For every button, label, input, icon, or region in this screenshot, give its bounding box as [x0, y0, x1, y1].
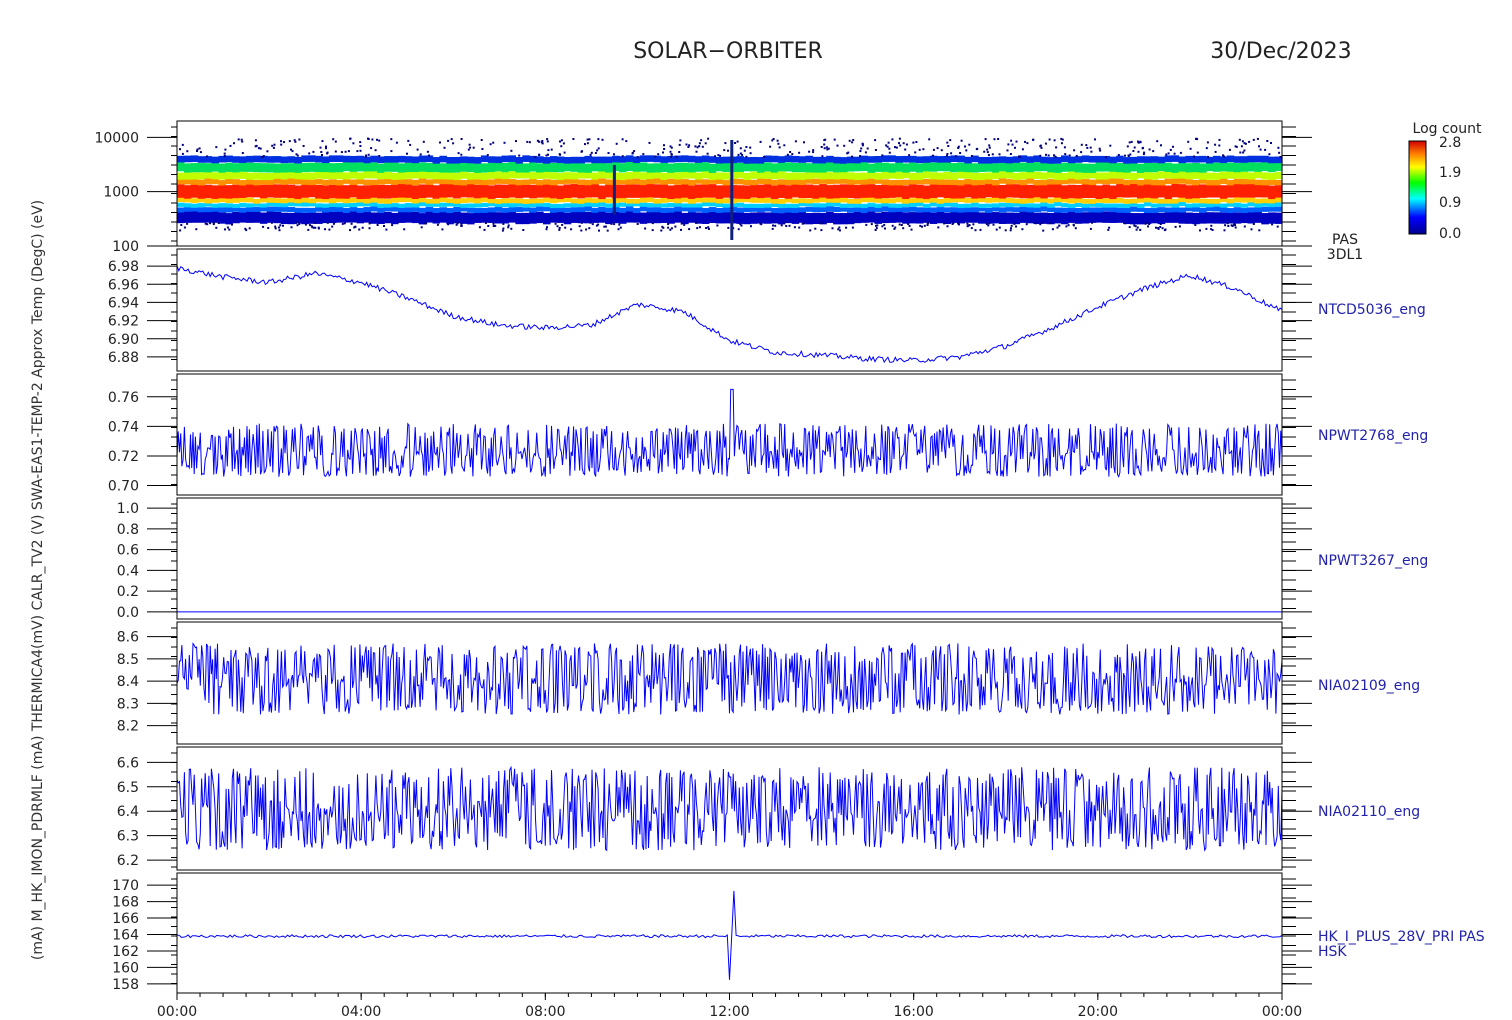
panel-label: PAS — [1332, 232, 1358, 248]
y-tick-label: 164 — [112, 928, 139, 944]
x-tick-label: 04:00 — [341, 1004, 381, 1020]
y-tick-label: 0.4 — [117, 563, 139, 579]
y-tick-label: 6.94 — [108, 295, 139, 311]
panel-data-pas-spectrogram — [177, 137, 1283, 240]
y-tick-label: 6.5 — [117, 780, 139, 796]
colorbar-tick: 0.0 — [1439, 226, 1461, 242]
y-tick-label: 100 — [112, 239, 139, 255]
y-tick-label: 158 — [112, 977, 139, 993]
y-tick-label: 1000 — [103, 185, 139, 201]
panel-label: NTCD5036_eng — [1318, 302, 1426, 318]
y-tick-label: 0.2 — [117, 584, 139, 600]
time-axis: 00:00 04:00 08:00 12:00 16:00 20:00 00:00 — [157, 993, 1302, 1020]
y-tick-label: 0.76 — [108, 390, 139, 406]
y-tick-label: 168 — [112, 895, 139, 911]
panel-label: NIA02110_eng — [1318, 804, 1420, 820]
panel-data-npwt2768 — [176, 388, 1283, 478]
panel-label: NPWT2768_eng — [1318, 428, 1428, 444]
y-tick-label: 8.2 — [117, 719, 139, 735]
x-tick-label: 00:00 — [1262, 1004, 1302, 1020]
x-tick-label: 20:00 — [1078, 1004, 1118, 1020]
colorbar-title: Log count — [1413, 121, 1482, 137]
mission-title: SOLAR−ORBITER — [633, 39, 823, 64]
colorbar-tick: 0.9 — [1439, 195, 1461, 211]
y-tick-label: 8.6 — [117, 630, 139, 646]
y-tick-label: 160 — [112, 960, 139, 976]
panel-label: HSK — [1318, 944, 1347, 960]
y-tick-label: 1.0 — [117, 501, 139, 517]
colorbar-tick: 2.8 — [1439, 135, 1461, 151]
y-tick-label: 6.6 — [117, 755, 139, 771]
panel-data-nia02110 — [176, 765, 1283, 852]
x-tick-label: 08:00 — [525, 1004, 565, 1020]
y-tick-label: 0.8 — [117, 522, 139, 538]
x-tick-label: 00:00 — [157, 1004, 197, 1020]
y-axis-label: (mA) M_HK_IMON_PDRMLF (mA) THERMICA4(mV)… — [30, 200, 46, 960]
panel-npwt3267: 1.0 0.8 0.6 0.4 0.2 0.0 NPWT3267_eng — [117, 497, 1428, 621]
date-label: 30/Dec/2023 — [1210, 39, 1351, 64]
y-tick-label: 0.6 — [117, 543, 139, 559]
colorbar-scale — [1408, 140, 1427, 235]
y-tick-label: 6.90 — [108, 332, 139, 348]
panel-ntcd5036: 6.98 6.96 6.94 6.92 6.90 6.88 NTCD5036_eng — [108, 248, 1426, 372]
panel-data-nia02109 — [176, 642, 1283, 715]
panel-npwt2768: 0.76 0.74 0.72 0.70 NPWT2768_eng — [108, 373, 1428, 496]
panel-nia02110: 6.6 6.5 6.4 6.3 6.2 NIA02110_eng — [117, 746, 1420, 871]
panel-data-ntcd5036 — [176, 265, 1283, 364]
y-tick-label: 10000 — [94, 130, 139, 146]
panel-data-hk-i-plus-28v — [176, 890, 1283, 980]
y-tick-label: 6.2 — [117, 853, 139, 869]
y-tick-label: 6.98 — [108, 259, 139, 275]
panel-label: 3DL1 — [1327, 247, 1363, 263]
y-tick-label: 6.88 — [108, 350, 139, 366]
y-tick-label: 6.4 — [117, 804, 139, 820]
panel-label: NIA02109_eng — [1318, 678, 1420, 694]
y-tick-label: 6.96 — [108, 277, 139, 293]
y-tick-label: 8.4 — [117, 674, 139, 690]
colorbar-tick: 1.9 — [1439, 165, 1461, 181]
y-tick-label: 162 — [112, 944, 139, 960]
y-tick-label: 6.3 — [117, 829, 139, 845]
x-tick-label: 12:00 — [709, 1004, 749, 1020]
y-tick-label: 8.3 — [117, 696, 139, 712]
y-tick-label: 166 — [112, 911, 139, 927]
y-tick-label: 0.72 — [108, 449, 139, 465]
y-tick-label: 170 — [112, 878, 139, 894]
y-tick-label: 0.0 — [117, 605, 139, 621]
x-tick-label: 16:00 — [893, 1004, 933, 1020]
panel-label: HK_I_PLUS_28V_PRI PAS — [1318, 929, 1485, 945]
y-tick-label: 0.74 — [108, 419, 139, 435]
y-tick-label: 8.5 — [117, 652, 139, 668]
panel-nia02109: 8.6 8.5 8.4 8.3 8.2 NIA02109_eng — [117, 621, 1420, 745]
colorbar: Log count 2.8 1.9 0.9 0.0 — [1408, 121, 1482, 242]
y-tick-label: 6.92 — [108, 314, 139, 330]
y-tick-label: 0.70 — [108, 479, 139, 495]
panel-label: NPWT3267_eng — [1318, 553, 1428, 569]
